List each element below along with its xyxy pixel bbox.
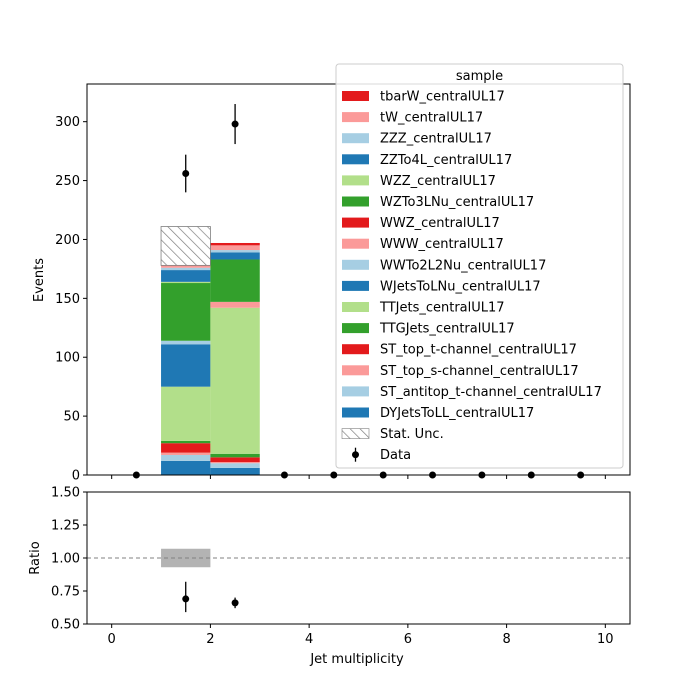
- x-axis-label: Jet multiplicity: [309, 652, 404, 667]
- stack-bar-4-bin-1: [210, 453, 260, 458]
- legend-label-2: ZZZ_centralUL17: [380, 132, 492, 147]
- stack-bar-3-bin-1: [210, 457, 260, 463]
- stack-bar-15-bin-1: [210, 242, 260, 246]
- legend-swatch-16: [341, 428, 370, 439]
- main-panel: 0 50 100 150 200 250 300: [55, 83, 631, 484]
- legend-swatch-10: [342, 302, 369, 312]
- data-point-2: [231, 120, 239, 128]
- stack-bar-3-bin-0: [161, 443, 211, 453]
- legend-label-6: WWZ_centralUL17: [380, 216, 500, 231]
- ratio-xtick-label-5: 10: [597, 632, 614, 647]
- main-ytick-label-0: 0: [72, 469, 80, 484]
- main-ytick-label-3: 150: [55, 292, 80, 307]
- stack-bar-10-bin-1: [210, 259, 260, 302]
- main-ytick-label-1: 50: [63, 410, 80, 425]
- stack-bar-0-bin-1: [210, 467, 260, 475]
- legend-swatch-1: [342, 112, 369, 123]
- legend-swatch-11: [342, 323, 369, 334]
- stack-bar-5-bin-1: [210, 307, 260, 454]
- main-y-axis-label: Events: [32, 258, 47, 302]
- legend-label-1: tW_centralUL17: [380, 111, 483, 126]
- legend-label-4: WZZ_centralUL17: [380, 174, 496, 189]
- stack-bar-12-bin-0: [161, 270, 211, 282]
- legend-swatch-6: [342, 217, 369, 228]
- ratio-xtick-label-3: 6: [404, 632, 412, 647]
- legend: sample tbarW_centralUL17 tW_centralUL17 ZZZ…: [335, 63, 624, 469]
- ratio-ytick-label-3: 1.25: [51, 519, 80, 534]
- stack-bar-4-bin-0: [161, 440, 211, 444]
- legend-marker-17: [352, 451, 359, 459]
- legend-title: sample: [456, 69, 503, 84]
- stack-bar-14-bin-0: [161, 264, 211, 268]
- ratio-xtick-label-1: 2: [206, 632, 214, 647]
- stack-bar-11-bin-0: [161, 281, 211, 284]
- stack-bar-0-bin-0: [161, 460, 211, 475]
- main-ytick-label-6: 300: [55, 115, 80, 130]
- stack-bar-10-bin-0: [161, 283, 211, 341]
- stack-bar-1-bin-1: [210, 463, 260, 468]
- legend-swatch-0: [342, 91, 369, 101]
- stack-bar-7-bin-0: [161, 340, 211, 345]
- ratio-point-1: [231, 599, 239, 607]
- legend-swatch-7: [342, 238, 369, 249]
- stack-bar-13-bin-0: [161, 267, 211, 271]
- legend-swatch-9: [342, 280, 369, 291]
- main-ytick-label-5: 250: [55, 174, 80, 189]
- legend-label-5: WZTo3LNu_centralUL17: [380, 195, 534, 210]
- main-ytick-label-2: 100: [55, 351, 80, 366]
- legend-label-10: TTJets_centralUL17: [379, 301, 505, 316]
- legend-swatch-5: [342, 196, 369, 207]
- stack-bar-2-bin-1: [210, 462, 260, 464]
- ratio-xtick-label-4: 8: [502, 632, 510, 647]
- legend-label-17: Data: [380, 448, 411, 463]
- legend-label-8: WWTo2L2Nu_centralUL17: [380, 258, 546, 273]
- stack-bar-1-bin-0: [161, 454, 211, 461]
- legend-label-11: TTGJets_centralUL17: [379, 322, 515, 337]
- legend-label-9: WJetsToLNu_centralUL17: [380, 279, 541, 294]
- data-point-1: [182, 170, 190, 178]
- legend-swatch-14: [342, 386, 369, 397]
- legend-swatch-15: [342, 407, 369, 418]
- ratio-ytick-label-0: 0.50: [51, 618, 80, 633]
- legend-label-7: WWW_centralUL17: [380, 237, 504, 252]
- ratio-xtick-label-0: 0: [108, 632, 116, 647]
- stack-bar-2-bin-0: [161, 452, 211, 455]
- stack-bar-13-bin-1: [210, 250, 260, 253]
- legend-swatch-12: [342, 344, 369, 355]
- legend-swatch-2: [342, 133, 369, 144]
- ratio-ytick-label-2: 1.00: [51, 552, 80, 567]
- legend-swatch-4: [342, 175, 369, 186]
- ratio-ytick-label-1: 0.75: [51, 585, 80, 600]
- stack-bar-14-bin-1: [210, 245, 260, 251]
- ratio-panel: 0.50 0.75 1.00 1.25 1.50 0 2 4 6 8 10: [51, 486, 631, 647]
- stack-bar-6-bin-0: [161, 344, 211, 387]
- legend-swatch-13: [342, 365, 369, 376]
- legend-label-13: ST_top_s-channel_centralUL17: [380, 364, 579, 379]
- stack-bar-5-bin-0: [161, 386, 211, 441]
- stack-bar-8-bin-1: [210, 301, 260, 308]
- legend-label-0: tbarW_centralUL17: [380, 90, 505, 105]
- legend-label-12: ST_top_t-channel_centralUL17: [380, 343, 577, 358]
- ratio-xtick-label-2: 4: [305, 632, 313, 647]
- legend-label-14: ST_antitop_t-channel_centralUL17: [380, 385, 602, 400]
- ratio-point-0: [182, 595, 190, 603]
- legend-label-15: DYJetsToLL_centralUL17: [380, 406, 534, 421]
- main-ytick-label-4: 200: [55, 233, 80, 248]
- legend-label-3: ZZTo4L_centralUL17: [380, 153, 512, 168]
- legend-swatch-3: [342, 154, 369, 165]
- ratio-y-axis-label: Ratio: [28, 541, 43, 574]
- stat-unc-band-0: [160, 226, 211, 266]
- ratio-ytick-label-4: 1.50: [51, 486, 80, 501]
- legend-box: [335, 63, 624, 469]
- legend-label-16: Stat. Unc.: [380, 427, 444, 442]
- legend-swatch-8: [342, 259, 369, 270]
- stack-bar-12-bin-1: [210, 252, 260, 260]
